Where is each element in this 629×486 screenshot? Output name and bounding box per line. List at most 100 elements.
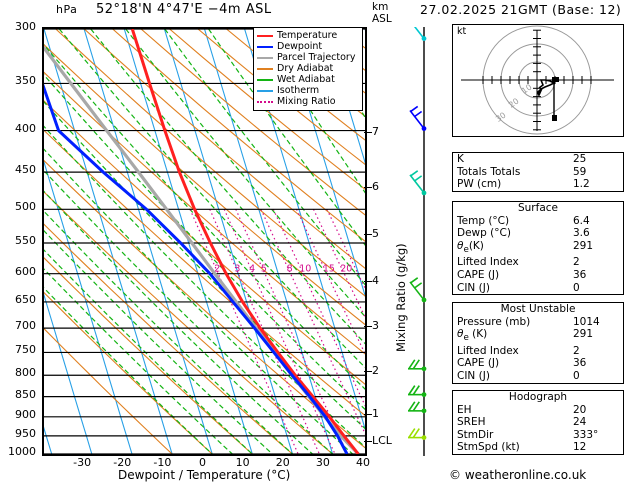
hodograph-panel[interactable]: 10 20 30 kt — [452, 24, 624, 137]
pressure-tick-label: 550 — [15, 233, 36, 247]
temperature-tick-label: -30 — [73, 456, 92, 469]
legend-item: Mixing Ratio — [257, 96, 359, 107]
svg-text:20: 20 — [507, 97, 521, 110]
index-key: StmSpd (kt) — [457, 441, 520, 454]
index-row: Lifted Index 2 — [453, 345, 623, 358]
legend-item: Dry Adiabat — [257, 63, 359, 74]
altitude-tick-label: 3 — [372, 319, 379, 333]
index-row: CAPE (J) 36 — [453, 269, 623, 282]
pressure-tick-label: 400 — [15, 121, 36, 135]
temperature-tick-label: 40 — [356, 456, 370, 469]
index-row: StmDir 333° — [453, 429, 623, 442]
temperature-tick-label: -10 — [153, 456, 172, 469]
temperature-curve — [130, 29, 360, 454]
altitude-tick-mark — [364, 186, 372, 188]
index-key: Pressure (mb) — [457, 315, 531, 328]
index-value: 1.2 — [573, 178, 590, 191]
index-key: Lifted Index — [457, 256, 519, 269]
pressure-tick-label: 450 — [15, 163, 36, 177]
index-key: CAPE (J) — [457, 269, 500, 282]
index-value: 2 — [573, 344, 580, 357]
footer-copyright: © weatheronline.co.uk — [449, 468, 587, 482]
pressure-tick-label: 350 — [15, 74, 36, 88]
index-row: CAPE (J) 36 — [453, 357, 623, 370]
index-row: CIN (J) 0 — [453, 370, 623, 383]
legend-item: Dewpoint — [257, 41, 359, 52]
lcl-label: LCL — [372, 433, 392, 447]
legend-swatch-wet-adiabat — [257, 78, 273, 81]
wind-barb-column — [408, 27, 427, 456]
indices-panel-most-unstable: Most Unstable Pressure (mb) 1014 θe (K) 291 L… — [452, 302, 624, 384]
pressure-tick-label: 1000 — [8, 445, 36, 458]
altitude-tick-mark — [364, 414, 372, 416]
index-row: Totals Totals 59 — [453, 166, 623, 179]
altitude-unit-label-km: km — [372, 1, 389, 13]
legend-swatch-dry-adiabat — [257, 67, 273, 70]
pressure-tick-label: 700 — [15, 319, 36, 333]
altitude-unit-label-asl: ASL — [372, 13, 392, 25]
index-key: Temp (°C) — [457, 214, 510, 227]
legend-label: Mixing Ratio — [277, 96, 336, 107]
x-axis-label: Dewpoint / Temperature (°C) — [118, 468, 291, 482]
index-value: 0 — [573, 370, 580, 383]
index-key: Lifted Index — [457, 344, 519, 357]
legend-swatch-temperature — [257, 34, 273, 37]
altitude-tick-mark — [364, 132, 372, 134]
svg-text:15: 15 — [323, 264, 335, 275]
index-key: CAPE (J) — [457, 357, 500, 370]
index-key: Dewp (°C) — [457, 227, 511, 240]
pressure-tick-label: 650 — [15, 292, 36, 306]
index-row: θe (K) 291 — [453, 328, 623, 345]
index-key: StmDir — [457, 428, 494, 441]
index-row: Temp (°C) 6.4 — [453, 215, 623, 228]
altitude-tick-label: 6 — [372, 179, 379, 193]
index-value: 59 — [573, 165, 587, 178]
index-key: θe (K) — [457, 328, 488, 344]
mixing-ratio-labels: 2 3 4 5 8 10 15 20 — [214, 264, 352, 275]
panel-title: Most Unstable — [500, 303, 576, 315]
svg-text:10: 10 — [520, 82, 534, 95]
altitude-tick-mark — [364, 280, 372, 282]
pressure-tick-label: 900 — [15, 407, 36, 421]
legend-label: Parcel Trajectory — [277, 52, 356, 63]
datetime-label: 27.02.2025 21GMT (Base: 12) — [420, 2, 622, 17]
legend-swatch-mixing-ratio — [257, 100, 273, 103]
index-key: K — [457, 153, 464, 165]
index-row: PW (cm) 1.2 — [453, 178, 623, 191]
index-row: CIN (J) 0 — [453, 282, 623, 295]
altitude-tick-label: 5 — [372, 227, 379, 241]
legend-item: Wet Adiabat — [257, 74, 359, 85]
index-value: 24 — [573, 416, 587, 429]
index-value: 333° — [573, 428, 599, 441]
page-title: 52°18'N 4°47'E −4m ASL — [96, 2, 272, 17]
pressure-tick-label: 600 — [15, 264, 36, 278]
temperature-tick-label: 10 — [235, 456, 250, 469]
index-row: StmSpd (kt) 12 — [453, 441, 623, 454]
pressure-tick-label: 800 — [15, 366, 36, 380]
pressure-tick-label: 950 — [15, 426, 36, 440]
svg-text:8: 8 — [287, 264, 293, 275]
panel-title: Hodograph — [508, 391, 568, 403]
index-row: Pressure (mb) 1014 — [453, 316, 623, 329]
altitude-tick-label: 2 — [372, 364, 379, 378]
svg-text:10: 10 — [299, 264, 311, 275]
index-key: θe(K) — [457, 239, 484, 255]
pressure-tick-label: 850 — [15, 387, 36, 401]
index-key: EH — [457, 403, 472, 416]
legend-swatch-parcel-trajectory — [257, 56, 273, 59]
index-value: 36 — [573, 357, 587, 370]
index-key: CIN (J) — [457, 370, 490, 383]
legend-label: Dry Adiabat — [277, 63, 334, 74]
pressure-tick-label: 500 — [15, 200, 36, 214]
index-value: 3.6 — [573, 227, 590, 240]
index-row: Lifted Index 2 — [453, 256, 623, 269]
legend-label: Temperature — [277, 30, 338, 41]
altitude-tick-label: 4 — [372, 273, 379, 287]
index-key: SREH — [457, 416, 486, 429]
isobar-lines — [44, 29, 365, 454]
svg-text:3: 3 — [234, 264, 240, 275]
panel-title: Surface — [517, 202, 558, 214]
svg-text:2: 2 — [214, 264, 220, 275]
legend-label: Wet Adiabat — [277, 74, 335, 85]
